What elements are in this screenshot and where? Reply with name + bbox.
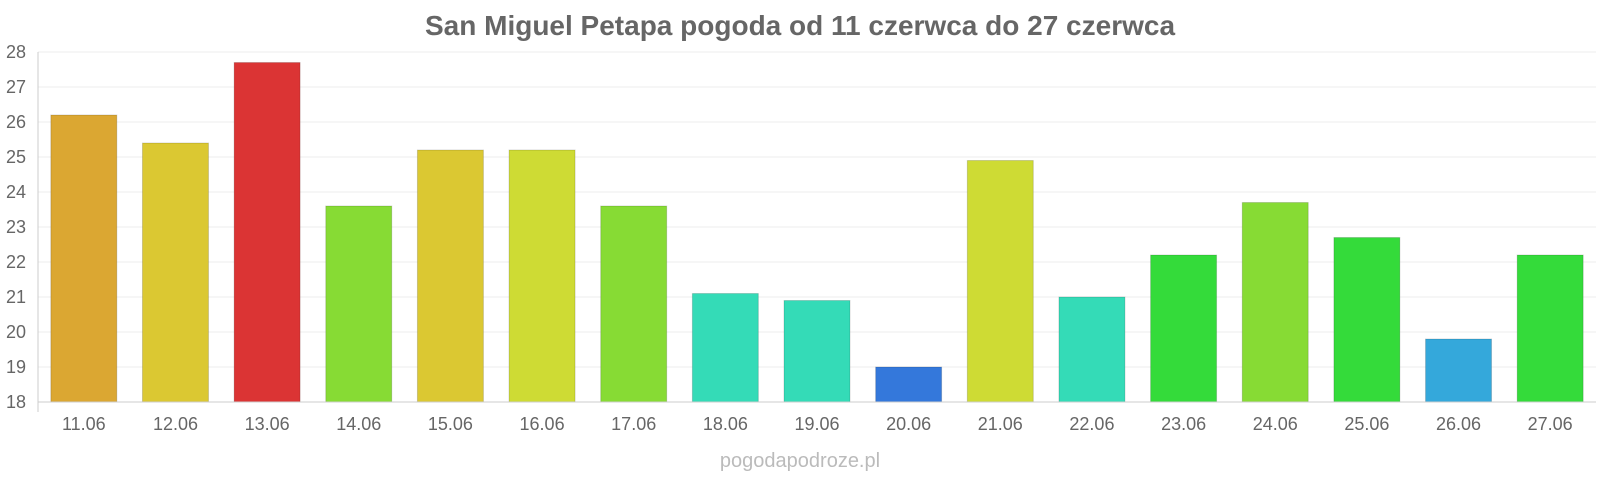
- x-tick-label: 15.06: [428, 414, 473, 434]
- bar-12.06: [141, 142, 209, 403]
- x-tick-label: 16.06: [520, 414, 565, 434]
- y-tick-label: 28: [6, 42, 26, 62]
- chart-title: San Miguel Petapa pogoda od 11 czerwca d…: [424, 10, 1176, 41]
- bar-11.06: [50, 114, 118, 403]
- x-tick-label: 22.06: [1069, 414, 1114, 434]
- bar-15.06: [416, 149, 484, 403]
- x-tick-label: 23.06: [1161, 414, 1206, 434]
- bar-18.06: [691, 293, 759, 403]
- axes: [37, 52, 1596, 412]
- x-tick-label: 17.06: [611, 414, 656, 434]
- x-tick-label: 11.06: [62, 414, 106, 434]
- watermark: pogodapodroze.pl: [719, 450, 881, 472]
- bar-14.06: [325, 205, 393, 403]
- y-tick-label: 19: [6, 357, 26, 377]
- x-tick-label: 19.06: [794, 414, 839, 434]
- x-tick-label: 20.06: [886, 414, 931, 434]
- y-tick-label: 27: [6, 77, 26, 97]
- x-tick-label: 14.06: [336, 414, 381, 434]
- y-tick-label: 26: [6, 112, 26, 132]
- bar-23.06: [1150, 254, 1218, 403]
- y-tick-label: 21: [6, 287, 26, 307]
- x-tick-label: 24.06: [1253, 414, 1298, 434]
- bar-25.06: [1333, 237, 1401, 403]
- bar-26.06: [1425, 338, 1493, 403]
- y-tick-label: 25: [6, 147, 26, 167]
- bar-13.06: [233, 62, 301, 403]
- y-tick-label: 24: [6, 182, 26, 202]
- x-tick-label: 13.06: [245, 414, 290, 434]
- x-tick-labels: 11.06 12.06 13.06 14.06 15.06 16.06 17.06 18.06…: [62, 414, 1573, 434]
- bar-27.06: [1516, 254, 1584, 403]
- bar-19.06: [783, 300, 851, 403]
- x-tick-label: 26.06: [1436, 414, 1481, 434]
- x-tick-label: 21.06: [978, 414, 1023, 434]
- x-tick-label: 25.06: [1344, 414, 1389, 434]
- bar-24.06: [1241, 202, 1309, 403]
- y-tick-labels: 18 19 20 21 22 23 24 25 26 27 28: [6, 42, 26, 412]
- y-tick-label: 23: [6, 217, 26, 237]
- bar-21.06: [966, 160, 1034, 403]
- bar-20.06: [875, 366, 943, 403]
- y-tick-label: 18: [6, 392, 26, 412]
- x-tick-label: 12.06: [153, 414, 198, 434]
- bar-22.06: [1058, 296, 1126, 403]
- x-tick-label: 18.06: [703, 414, 748, 434]
- y-tick-label: 22: [6, 252, 26, 272]
- bar-17.06: [600, 205, 668, 403]
- bar-16.06: [508, 149, 576, 403]
- y-tick-label: 20: [6, 322, 26, 342]
- bars: [50, 62, 1584, 403]
- x-tick-label: 27.06: [1528, 414, 1573, 434]
